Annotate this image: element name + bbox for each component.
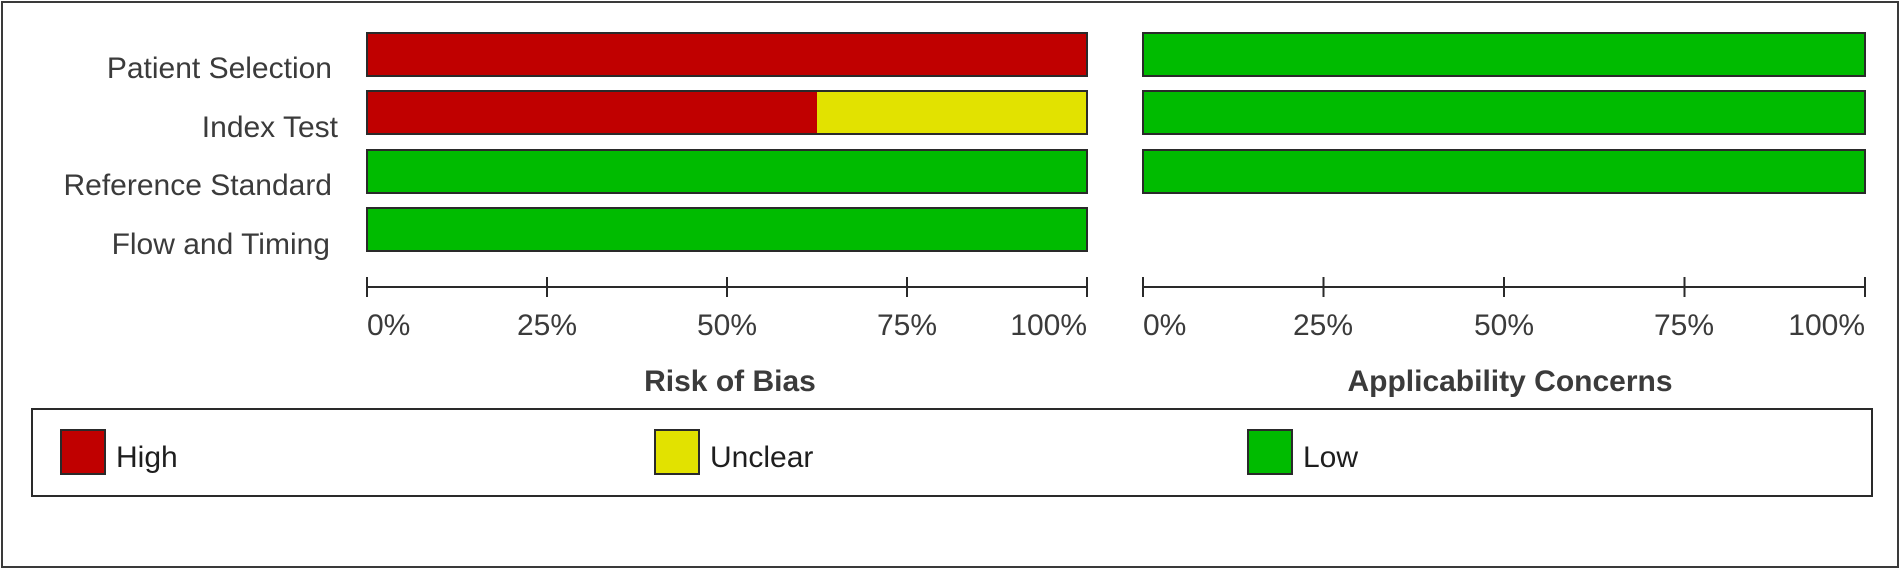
risk-tick-label-100: 100% [1010, 309, 1087, 342]
app-bar-outline-patient-selection [1142, 32, 1866, 77]
applicability-concerns-axis: 0% 25% 50% 75% 100% Applicability Concer… [1143, 309, 1865, 398]
category-label-index-test: Index Test [202, 111, 339, 144]
category-label-reference-standard: Reference Standard [63, 169, 332, 202]
applicability-concerns-title: Applicability Concerns [1347, 365, 1672, 398]
legend: High Unclear Low [31, 408, 1873, 497]
risk-bar-index-test-high [367, 91, 817, 134]
risk-tick-label-0: 0% [367, 309, 410, 342]
risk-bar-patient-selection-high [367, 33, 1087, 76]
risk-bar-outline-patient-selection [366, 32, 1088, 77]
app-bar-patient-selection-low [1143, 33, 1865, 76]
risk-tick-label-25: 25% [517, 309, 577, 342]
app-tick-label-50: 50% [1474, 309, 1534, 342]
app-tick-label-75: 75% [1654, 309, 1714, 342]
risk-of-bias-panel [366, 32, 1088, 297]
app-tick-label-100: 100% [1788, 309, 1865, 342]
risk-of-bias-title: Risk of Bias [644, 365, 816, 398]
legend-swatch-high [60, 429, 106, 475]
legend-label-high: High [116, 441, 178, 474]
app-bar-outline-reference-standard [1142, 149, 1866, 194]
risk-bar-outline-flow-and-timing [366, 207, 1088, 252]
app-bar-outline-index-test [1142, 90, 1866, 135]
legend-label-low: Low [1303, 441, 1358, 474]
app-bar-reference-standard-low [1143, 150, 1865, 193]
legend-swatch-low [1247, 429, 1293, 475]
legend-box [31, 408, 1873, 497]
category-label-flow-and-timing: Flow and Timing [112, 228, 330, 261]
applicability-concerns-panel [1142, 32, 1866, 297]
risk-bar-outline-reference-standard [366, 149, 1088, 194]
category-labels: Patient Selection Index Test Reference S… [63, 52, 338, 261]
app-bar-index-test-low [1143, 91, 1865, 134]
risk-bar-reference-standard-low [367, 150, 1087, 193]
risk-tick-label-50: 50% [697, 309, 757, 342]
risk-bar-index-test-unclear [817, 91, 1087, 134]
app-tick-label-0: 0% [1143, 309, 1186, 342]
risk-tick-label-75: 75% [877, 309, 937, 342]
category-label-patient-selection: Patient Selection [107, 52, 332, 85]
app-tick-label-25: 25% [1293, 309, 1353, 342]
risk-bar-outline-index-test [366, 90, 1088, 135]
legend-swatch-unclear [654, 429, 700, 475]
legend-label-unclear: Unclear [710, 441, 813, 474]
risk-of-bias-axis: 0% 25% 50% 75% 100% Risk of Bias [367, 309, 1087, 398]
risk-bar-flow-and-timing-low [367, 208, 1087, 251]
